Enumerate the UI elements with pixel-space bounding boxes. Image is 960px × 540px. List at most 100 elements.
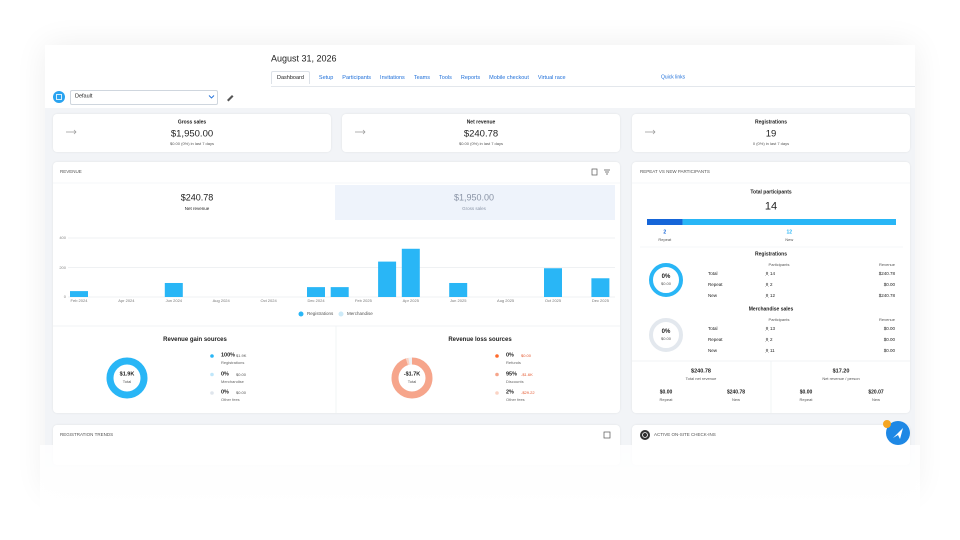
assist-glyph — [893, 428, 903, 439]
donut-segment — [106, 357, 148, 399]
source-name: Discounts — [506, 378, 524, 384]
summary-repeat: $0.00 — [799, 389, 813, 396]
tab-label: Net revenue — [184, 205, 210, 211]
nav-tab[interactable]: Mobile checkout — [489, 74, 529, 81]
source-name: Registrations — [221, 360, 245, 365]
view-select[interactable] — [70, 90, 218, 105]
legend-swatch — [495, 354, 499, 358]
nav-tab[interactable]: Dashboard — [271, 71, 310, 84]
quick-links[interactable]: Quick links — [661, 74, 686, 81]
panel-title: REGISTRATION TRENDS — [60, 431, 114, 437]
view-select-value[interactable]: Default — [75, 93, 93, 100]
source-amount: -$1.6K — [521, 371, 533, 377]
bar — [330, 287, 349, 297]
stat-card — [53, 114, 331, 152]
legend-swatch — [495, 391, 499, 395]
person-icon — [765, 348, 769, 352]
legend-swatch — [210, 391, 214, 395]
filter-icon[interactable] — [604, 169, 610, 175]
fade — [40, 445, 920, 540]
stat-change: 0 (0%) in last 7 days — [752, 141, 790, 146]
bar — [164, 282, 183, 297]
stat-change: $0.00 (0%) in last 7 days — [169, 141, 215, 146]
y-tick-label: 400 — [59, 235, 66, 240]
source-percent: 0% — [506, 352, 514, 359]
row-count: 2 — [770, 281, 773, 287]
source-amount: $1.9K — [236, 353, 247, 358]
x-tick-label: Oct 2025 — [544, 298, 562, 303]
source-amount: $0.00 — [236, 371, 247, 377]
checkin-icon-glyph — [642, 432, 648, 438]
source-amount: -$29.22 — [521, 390, 535, 395]
stat-value: 19 — [765, 128, 777, 140]
tab-label: Gross sales — [462, 205, 486, 211]
row-count: 14 — [770, 270, 776, 276]
source-name: Refunds — [506, 360, 521, 365]
tab-bar: Dashboard Setup Participants Invitations Tea… — [271, 71, 566, 84]
legend-swatch — [338, 311, 344, 317]
donut-title: Revenue loss sources — [448, 337, 512, 343]
summary-repeat-label: Repeat — [799, 397, 813, 402]
summary-value: $17.20 — [832, 368, 850, 375]
gross-tab[interactable] — [335, 185, 615, 220]
bar — [544, 268, 562, 297]
section-title: Registrations — [755, 251, 787, 258]
bar — [591, 278, 610, 297]
tab-divider — [271, 86, 915, 87]
edit-icon[interactable] — [227, 95, 234, 102]
segment-name: New — [785, 237, 794, 242]
panel-icon[interactable] — [591, 168, 598, 176]
person-icon — [765, 274, 769, 276]
source-percent: 100% — [221, 352, 236, 359]
nav-tab[interactable]: Reports — [460, 74, 481, 81]
summary-label: Total net revenue — [685, 376, 717, 381]
x-tick-label: Jun 2024 — [165, 298, 183, 303]
summary-new-label: New — [871, 397, 881, 402]
row-count: 12 — [770, 292, 776, 298]
x-tick-label: Apr 2024 — [118, 298, 135, 303]
row-label: New — [708, 292, 718, 298]
column-header: Revenue — [878, 317, 895, 322]
net-tab[interactable] — [60, 185, 335, 220]
stat-title: Registrations — [755, 119, 787, 126]
panel-icon[interactable] — [603, 431, 611, 439]
column-header: Participants — [768, 317, 790, 322]
nav-tab[interactable]: Setup — [318, 74, 334, 81]
source-amount: $0.00 — [521, 353, 532, 358]
nav-tab[interactable]: Teams — [413, 74, 431, 81]
x-tick-label: Feb 2024 — [70, 298, 88, 303]
donut-total-label: Total — [407, 379, 417, 384]
nav-tab[interactable]: Tools — [439, 74, 452, 81]
ring-amount: $0.00 — [660, 281, 672, 286]
x-tick-label: Feb 2025 — [354, 298, 372, 303]
summary-value: $240.78 — [691, 368, 711, 375]
stat-title: Net revenue — [466, 119, 496, 126]
total-value: 14 — [764, 200, 778, 213]
nav-tab[interactable]: Participants — [342, 74, 372, 81]
assist-badge — [883, 420, 891, 428]
summary-label: Net revenue / person — [822, 376, 860, 381]
donut-total: -$1.7K — [403, 371, 421, 378]
tab-value: $240.78 — [180, 192, 214, 203]
legend-swatch — [298, 311, 304, 317]
stat-arrows — [66, 129, 656, 135]
participant-segment — [682, 219, 896, 225]
x-tick-label: Apr 2025 — [402, 298, 419, 303]
nav-tab[interactable]: Virtual race — [537, 74, 566, 81]
row-label: Repeat — [708, 336, 723, 342]
view-icon-glyph — [56, 94, 62, 100]
source-percent: 95% — [506, 370, 518, 377]
donut-total: $1.9K — [119, 371, 135, 378]
stat-card — [342, 114, 620, 152]
source-percent: 0% — [221, 370, 229, 377]
nav-tab[interactable]: Invitations — [380, 74, 405, 81]
donut-segment — [391, 357, 433, 399]
bar — [307, 287, 325, 297]
person-icon — [765, 326, 769, 330]
row-label: Total — [708, 270, 718, 276]
row-revenue: $0.00 — [883, 325, 895, 331]
row-revenue: $240.78 — [878, 270, 895, 276]
participant-segment — [647, 219, 683, 225]
